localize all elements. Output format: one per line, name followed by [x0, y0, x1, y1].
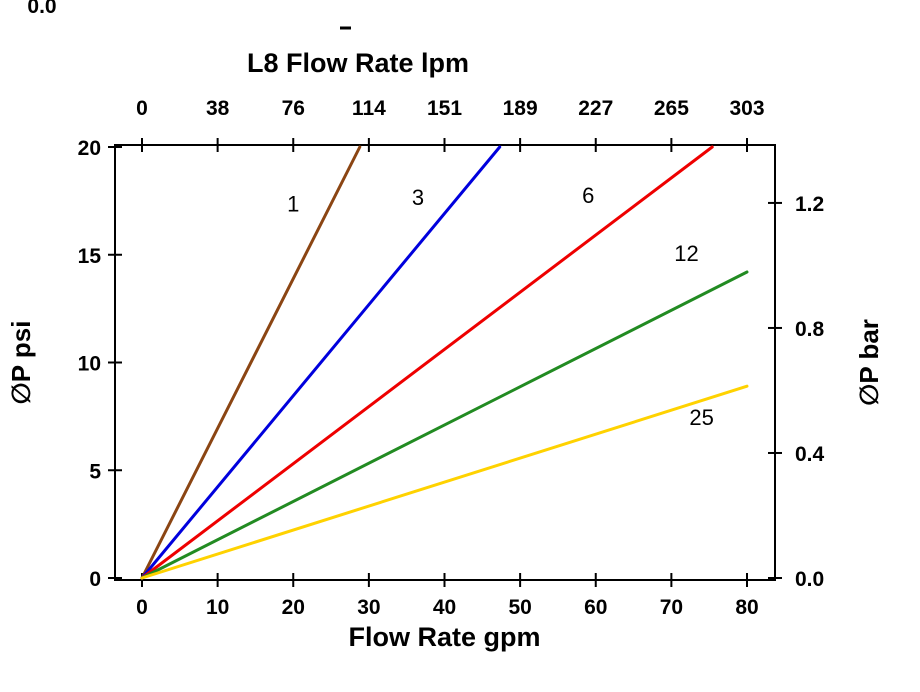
y-right-tick-label: 0.8 [795, 318, 825, 341]
y-left-tick-label: 10 [78, 353, 101, 376]
x-tick-label: 40 [433, 596, 456, 619]
x-tick-label: 70 [660, 596, 683, 619]
top-tick-label: 0 [136, 97, 148, 120]
series-line-6 [140, 145, 714, 580]
y-right-tick-label: 0.0 [795, 568, 824, 591]
x-tick-label: 20 [282, 596, 305, 619]
top-tick-label: 227 [578, 97, 613, 120]
left-axis-title: ∅P psi [6, 321, 36, 405]
series-label-6: 6 [582, 183, 594, 208]
x-tick-label: 10 [206, 596, 229, 619]
series-label-12: 12 [674, 241, 698, 266]
x-tick-label: 30 [357, 596, 380, 619]
plot-border [114, 144, 776, 581]
y-left-tick-label: 15 [78, 245, 102, 268]
top-tick-label: 265 [654, 97, 689, 120]
x-tick-label: 50 [508, 596, 531, 619]
top-tick-label: 114 [352, 97, 386, 120]
x-tick-label: 0 [136, 596, 148, 619]
top-axis-title: L8 Flow Rate lpm [247, 48, 469, 78]
top-tick-label: 76 [282, 97, 305, 120]
top-tick-label: 189 [503, 97, 538, 120]
cropped-top-left-text: 0.0 [27, 0, 56, 18]
y-left-tick-label: 0 [89, 568, 101, 591]
series-label-3: 3 [412, 185, 424, 210]
bottom-axis-title: Flow Rate gpm [348, 622, 540, 652]
top-tick-label: 303 [729, 97, 764, 120]
series-line-12 [140, 270, 749, 580]
top-tick-label: 151 [427, 97, 462, 120]
y-left-tick-label: 20 [78, 137, 101, 160]
y-right-tick-label: 0.4 [795, 443, 825, 466]
y-right-tick-label: 1.2 [795, 193, 824, 216]
series-label-25: 25 [689, 405, 713, 430]
top-tick-label: 38 [206, 97, 230, 120]
right-axis-title: ∅P bar [854, 319, 884, 406]
x-tick-label: 80 [735, 596, 758, 619]
series-line-25 [140, 384, 749, 580]
series-line-3 [140, 145, 502, 580]
series-line-1 [140, 145, 362, 580]
x-tick-label: 60 [584, 596, 607, 619]
y-left-tick-label: 5 [89, 460, 101, 483]
series-label-1: 1 [287, 192, 299, 217]
